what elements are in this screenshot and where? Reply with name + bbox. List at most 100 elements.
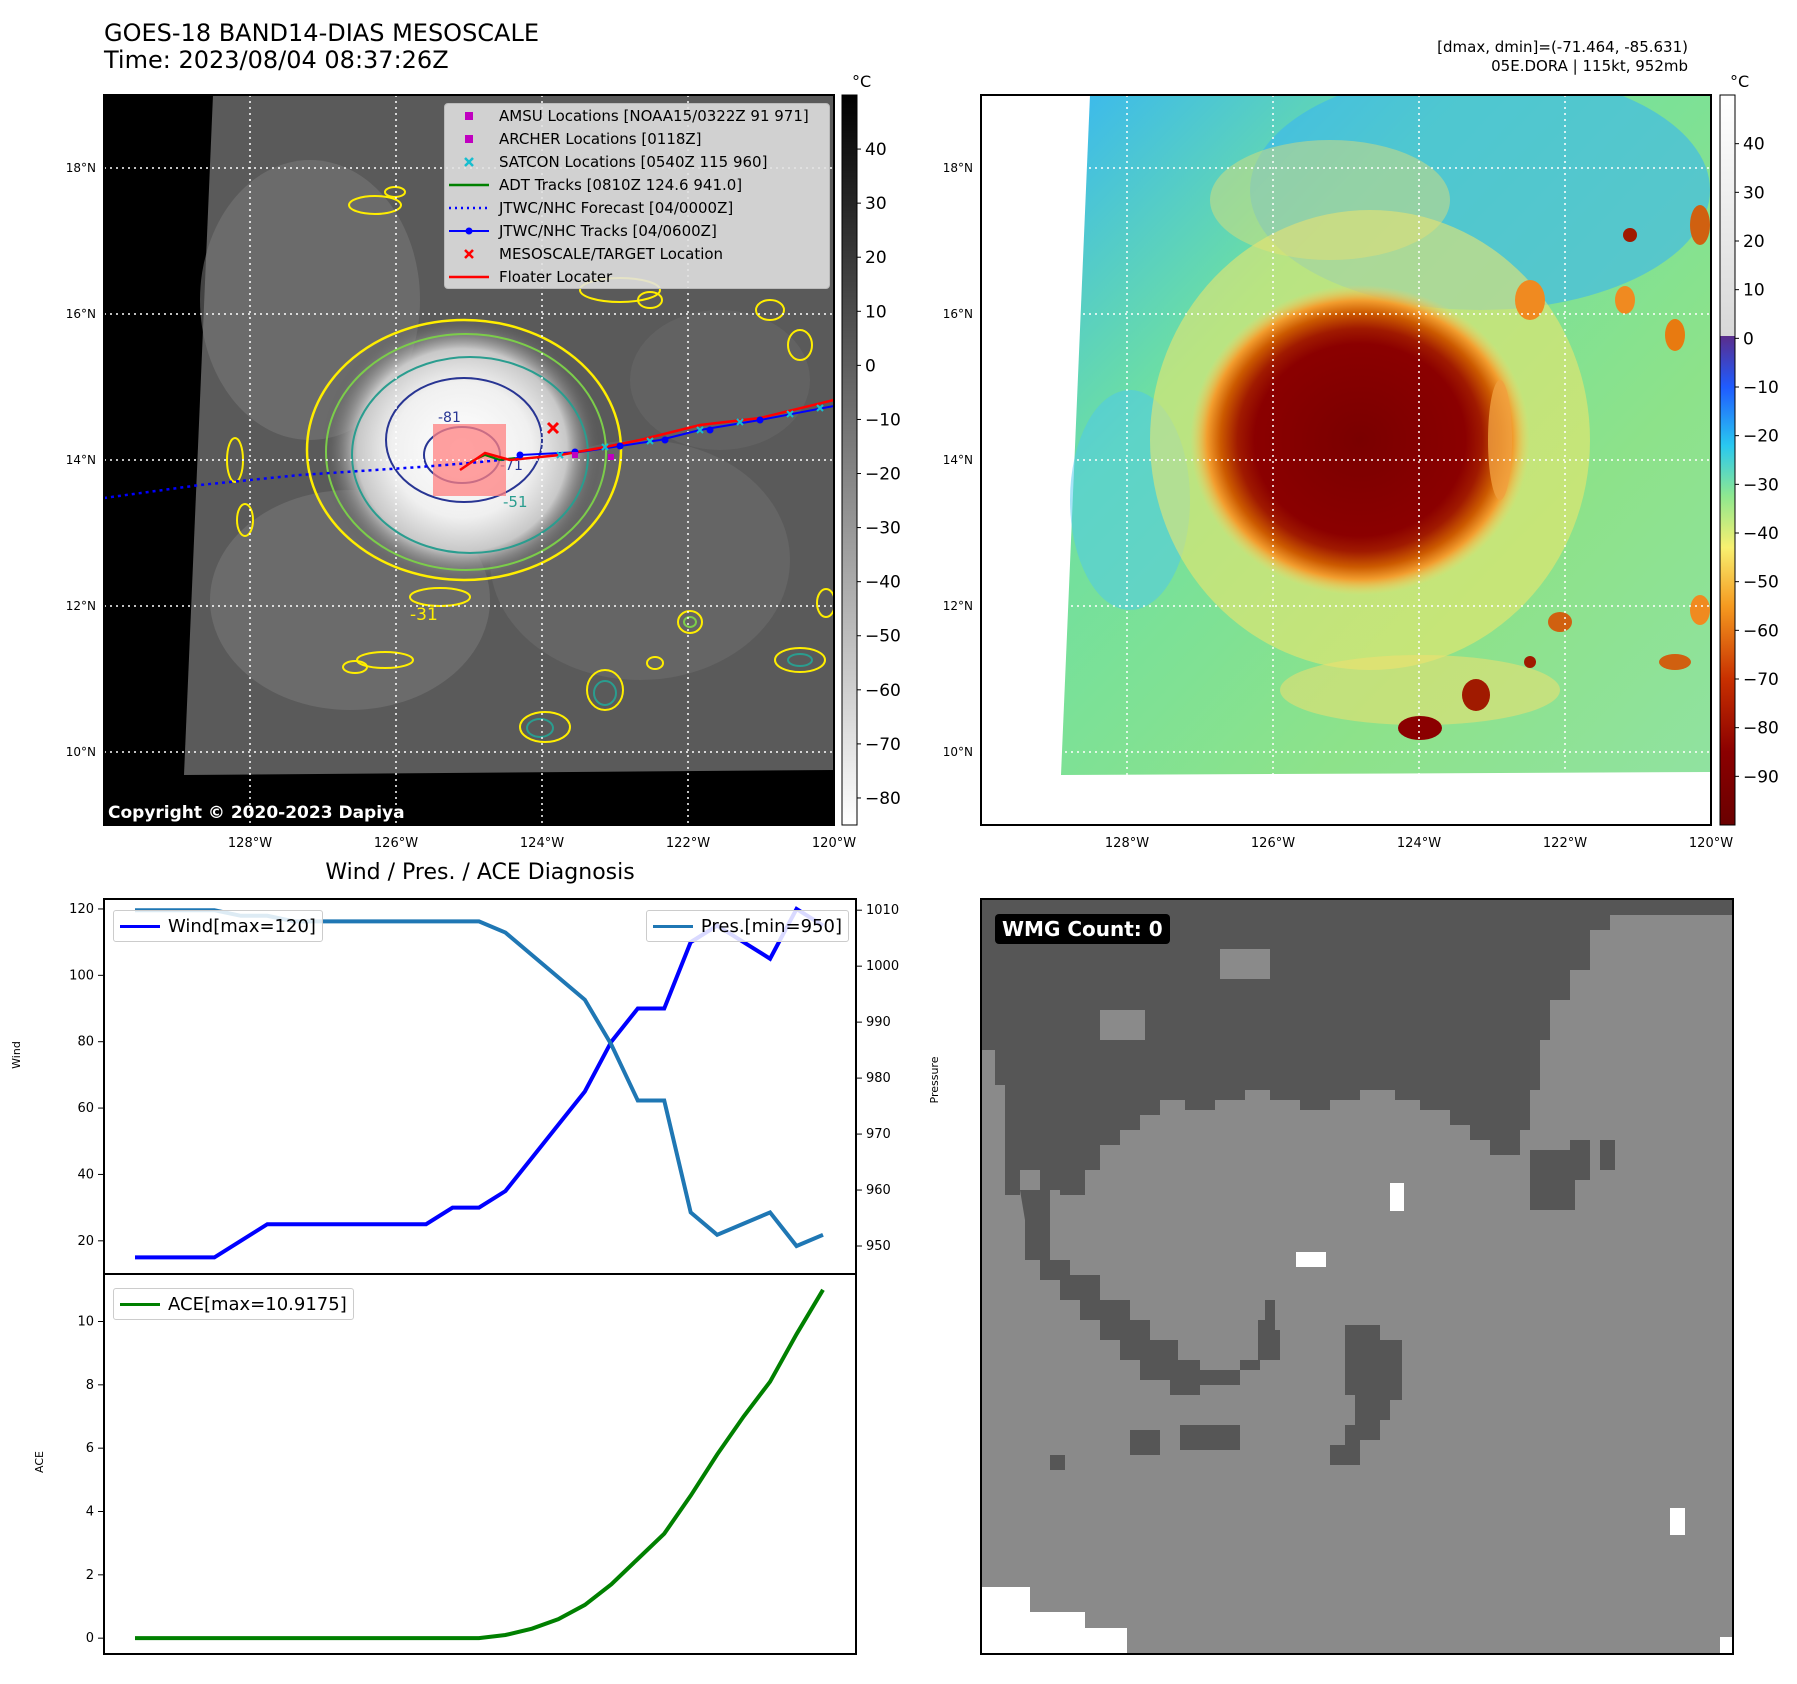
legend-swatch (449, 206, 489, 209)
satcon-marker (646, 437, 654, 445)
pressure-tick-label: 1000 (866, 959, 899, 974)
wind-legend-swatch (120, 924, 160, 928)
legend-swatch (449, 183, 489, 186)
amsu-marker (608, 454, 614, 460)
colorbar-tick-label: 10 (1743, 281, 1765, 301)
left-lon-tick-label: 126°W (374, 836, 418, 851)
legend-label: Floater Locater (499, 267, 613, 286)
wind-tick-label: 120 (69, 902, 94, 917)
colorbar-tick-label: 20 (865, 248, 887, 268)
pressure-tick-label: 1010 (866, 903, 899, 918)
wind-tick-label: 60 (77, 1101, 94, 1116)
right-lat-tick-label: 18°N (943, 161, 973, 175)
colorbar-tick-label: −40 (1743, 524, 1779, 544)
pressure-series-line (135, 908, 824, 1249)
colorbar-tick-label: −30 (865, 519, 901, 539)
satcon-marker (696, 426, 704, 434)
ace-series-line (135, 1288, 825, 1641)
ace-axis-label: ACE (33, 1451, 46, 1473)
ace-legend-swatch (120, 1302, 160, 1306)
title-line-2: Time: 2023/08/04 08:37:26Z (104, 46, 449, 74)
right-lon-tick-label: 124°W (1397, 836, 1441, 851)
colorbar-tick-label: −50 (865, 627, 901, 647)
track-point (516, 451, 524, 459)
colorbar-tick-label: 40 (1743, 135, 1765, 155)
wind-legend-label: Wind[max=120] (168, 915, 316, 937)
right-lat-tick-label: 10°N (943, 745, 973, 759)
track-point (616, 442, 624, 450)
colorbar-tick-label: −10 (1743, 378, 1779, 398)
colorbar-tick-label: 40 (865, 140, 887, 160)
stats-line-2: 05E.DORA | 115kt, 952mb (1491, 57, 1688, 75)
track-point (756, 416, 764, 424)
wind-legend: Wind[max=120] (113, 910, 323, 942)
legend-item: SATCON Locations [0540Z 115 960] (445, 150, 829, 173)
legend-item: MESOSCALE/TARGET Location (445, 242, 829, 265)
legend-item: ADT Tracks [0810Z 124.6 941.0] (445, 173, 829, 196)
left-lat-tick-label: 18°N (66, 161, 96, 175)
left-colorbar (841, 94, 858, 826)
ace-tick-label: 4 (86, 1505, 94, 1520)
floater-track (459, 398, 834, 472)
right-lon-tick-label: 120°W (1689, 836, 1733, 851)
left-lon-tick-label: 120°W (812, 836, 856, 851)
legend-label: SATCON Locations [0540Z 115 960] (499, 152, 768, 171)
right-lon-tick-label: 122°W (1543, 836, 1587, 851)
ace-tick-label: 6 (86, 1441, 94, 1456)
track-point (706, 426, 714, 434)
left-lon-tick-label: 124°W (520, 836, 564, 851)
stats-line-1: [dmax, dmin]=(-71.464, -85.631) (1437, 38, 1688, 56)
contour-label-31: -31 (410, 605, 438, 625)
colorbar-tick-label: 30 (1743, 183, 1765, 203)
legend-label: JTWC/NHC Forecast [04/0000Z] (499, 198, 734, 217)
pressure-tick-label: 950 (866, 1239, 891, 1254)
wind-series-line (135, 906, 825, 1260)
pressure-tick-label: 970 (866, 1127, 891, 1142)
wind-tick-label: 20 (77, 1234, 94, 1249)
colorbar-tick-label: −60 (1743, 621, 1779, 641)
copyright-text: Copyright © 2020-2023 Dapiya (108, 803, 405, 823)
colorbar-tick-label: 30 (865, 194, 887, 214)
contour-label-51: -51 (503, 493, 528, 511)
legend-label: AMSU Locations [NOAA15/0322Z 91 971] (499, 106, 809, 125)
archer-marker (572, 452, 578, 458)
legend-label: ARCHER Locations [0118Z] (499, 129, 702, 148)
wind-tick-label: 40 (77, 1167, 94, 1182)
right-lat-tick-label: 16°N (943, 307, 973, 321)
legend-item: ARCHER Locations [0118Z] (445, 127, 829, 150)
legend-swatch (449, 227, 489, 234)
colorbar-tick-label: −80 (865, 789, 901, 809)
pressure-legend-label: Pres.[min=950] (700, 915, 842, 937)
colorbar-tick-label: −50 (1743, 573, 1779, 593)
colorbar-tick-label: −70 (865, 735, 901, 755)
diagnosis-title: Wind / Pres. / ACE Diagnosis (325, 860, 635, 885)
wmg-count-badge: WMG Count: 0 (995, 914, 1170, 944)
pressure-tick-label: 960 (866, 1183, 891, 1198)
legend-item: JTWC/NHC Tracks [04/0600Z] (445, 219, 829, 242)
ace-legend: ACE[max=10.9175] (113, 1288, 354, 1320)
colorbar-tick-label: −70 (1743, 670, 1779, 690)
wind-axis-label: Wind (10, 1041, 23, 1069)
satcon-marker (816, 404, 824, 412)
colorbar-tick-label: −80 (1743, 719, 1779, 739)
satcon-marker (786, 410, 794, 418)
target-marker (546, 421, 560, 435)
ace-tick-label: 0 (86, 1631, 94, 1646)
ace-tick-label: 10 (77, 1315, 94, 1330)
pressure-tick-label: 990 (866, 1015, 891, 1030)
ace-tick-label: 8 (86, 1378, 94, 1393)
colorbar-tick-label: 0 (1743, 329, 1754, 349)
storm-stats: [dmax, dmin]=(-71.464, -85.631) 05E.DORA… (1437, 38, 1688, 76)
legend-label: JTWC/NHC Tracks [04/0600Z] (499, 221, 717, 240)
left-lat-tick-label: 16°N (66, 307, 96, 321)
right-colorbar-unit: °C (1730, 72, 1750, 91)
wind-tick-label: 80 (77, 1035, 94, 1050)
satcon-marker (736, 418, 744, 426)
floater-box (433, 424, 506, 496)
figure-title: GOES-18 BAND14-DIAS MESOSCALE Time: 2023… (104, 20, 539, 74)
right-colorbar (1719, 94, 1736, 826)
left-lon-tick-label: 128°W (228, 836, 272, 851)
right-lat-tick-label: 12°N (943, 599, 973, 613)
left-map-legend: AMSU Locations [NOAA15/0322Z 91 971] ARCH… (444, 103, 830, 289)
